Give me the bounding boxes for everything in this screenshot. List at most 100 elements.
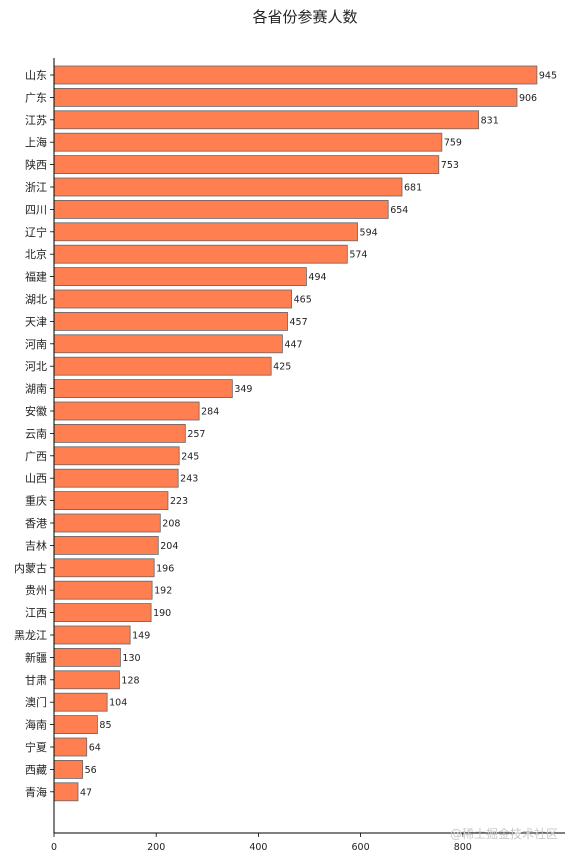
category-label-1: 广东 bbox=[25, 91, 47, 104]
value-label-28: 104 bbox=[109, 698, 127, 709]
bar-10 bbox=[53, 289, 293, 309]
category-label-7: 辽宁 bbox=[25, 225, 47, 239]
bar-4 bbox=[53, 155, 440, 175]
category-label-29: 海南 bbox=[25, 718, 47, 732]
bar-19 bbox=[53, 491, 169, 511]
category-label-30: 宁夏 bbox=[25, 740, 47, 754]
x-ticks: 0 200 400 600 800 bbox=[51, 833, 472, 853]
bar-25 bbox=[53, 625, 131, 645]
value-label-29: 85 bbox=[99, 720, 111, 731]
value-label-1: 906 bbox=[519, 93, 537, 104]
value-label-9: 494 bbox=[308, 272, 326, 283]
bar-2 bbox=[53, 110, 480, 130]
value-label-18: 243 bbox=[180, 474, 198, 485]
chart-title: 各省份参赛人数 bbox=[252, 8, 357, 26]
bar-1 bbox=[53, 88, 518, 107]
value-label-22: 196 bbox=[156, 563, 174, 574]
value-label-19: 223 bbox=[170, 496, 188, 507]
bar-0 bbox=[53, 65, 538, 85]
category-label-28: 澳门 bbox=[25, 695, 47, 709]
category-label-20: 香港 bbox=[25, 517, 47, 530]
value-label-0: 945 bbox=[539, 71, 557, 82]
category-label-19: 重庆 bbox=[25, 494, 47, 508]
value-label-6: 654 bbox=[390, 205, 408, 216]
category-label-16: 云南 bbox=[25, 427, 47, 440]
category-labels: 山东广东江苏上海陕西浙江四川辽宁北京福建湖北天津河南河北湖南安徽云南广西山西重庆… bbox=[14, 69, 54, 799]
value-label-21: 204 bbox=[160, 541, 178, 552]
bar-9 bbox=[53, 267, 307, 287]
value-label-25: 149 bbox=[132, 631, 150, 642]
value-label-13: 425 bbox=[273, 362, 291, 373]
bar-7 bbox=[53, 222, 358, 242]
value-label-32: 47 bbox=[80, 787, 92, 798]
bar-30 bbox=[53, 737, 88, 757]
x-tick-label-1: 200 bbox=[147, 842, 165, 853]
category-label-2: 江苏 bbox=[25, 114, 47, 127]
bar-15 bbox=[53, 401, 200, 421]
bar-12 bbox=[53, 334, 283, 354]
bar-3 bbox=[53, 132, 443, 152]
bar-14 bbox=[53, 379, 233, 399]
category-label-26: 新疆 bbox=[25, 650, 47, 664]
category-label-31: 西藏 bbox=[25, 763, 47, 776]
bar-5 bbox=[53, 177, 403, 197]
category-label-8: 北京 bbox=[25, 247, 47, 261]
category-label-4: 陕西 bbox=[25, 158, 47, 172]
category-label-12: 河南 bbox=[25, 338, 47, 351]
x-tick-label-0: 0 bbox=[51, 842, 57, 853]
value-label-20: 208 bbox=[162, 519, 180, 530]
value-label-24: 190 bbox=[153, 608, 171, 619]
x-tick-label-4: 800 bbox=[454, 842, 472, 853]
category-label-27: 甘肃 bbox=[25, 674, 47, 687]
bar-26 bbox=[53, 648, 121, 667]
bar-11 bbox=[53, 311, 288, 331]
value-label-10: 465 bbox=[294, 295, 312, 306]
bar-6 bbox=[53, 199, 389, 219]
category-label-15: 安徽 bbox=[25, 404, 47, 418]
bar-20 bbox=[53, 513, 161, 533]
value-label-23: 192 bbox=[154, 586, 172, 597]
category-label-17: 广西 bbox=[25, 450, 47, 463]
category-label-9: 福建 bbox=[25, 270, 47, 284]
bar-13 bbox=[53, 356, 272, 376]
category-label-32: 青海 bbox=[25, 785, 47, 799]
bar-29 bbox=[53, 715, 98, 734]
value-label-16: 257 bbox=[187, 429, 205, 440]
value-label-14: 349 bbox=[234, 384, 252, 395]
watermark-text: @稀土掘金技术社区 bbox=[449, 827, 558, 841]
value-label-26: 130 bbox=[122, 653, 140, 664]
bar-22 bbox=[53, 558, 155, 578]
category-label-24: 江西 bbox=[25, 607, 47, 620]
value-label-3: 759 bbox=[444, 138, 462, 149]
category-label-10: 湖北 bbox=[25, 293, 47, 306]
bar-21 bbox=[53, 536, 159, 555]
bar-31 bbox=[53, 760, 84, 779]
value-label-4: 753 bbox=[441, 160, 459, 171]
category-label-25: 黑龙江 bbox=[14, 629, 47, 642]
category-label-23: 贵州 bbox=[25, 584, 47, 597]
category-label-21: 吉林 bbox=[25, 538, 47, 552]
value-label-5: 681 bbox=[404, 183, 422, 194]
value-label-27: 128 bbox=[121, 675, 139, 686]
category-label-14: 湖南 bbox=[25, 383, 47, 396]
value-label-2: 831 bbox=[481, 115, 499, 126]
value-label-31: 56 bbox=[85, 765, 97, 776]
bar-28 bbox=[53, 692, 108, 712]
bar-23 bbox=[53, 580, 153, 600]
bar-17 bbox=[53, 446, 180, 466]
x-tick-label-2: 400 bbox=[249, 842, 267, 853]
value-label-12: 447 bbox=[284, 339, 302, 350]
value-label-17: 245 bbox=[181, 451, 199, 462]
bar-24 bbox=[53, 603, 152, 622]
bar-27 bbox=[53, 670, 120, 690]
category-label-22: 内蒙古 bbox=[14, 561, 47, 575]
category-label-0: 山东 bbox=[25, 69, 47, 82]
category-label-5: 浙江 bbox=[25, 181, 47, 194]
category-label-13: 河北 bbox=[25, 360, 47, 373]
category-label-3: 上海 bbox=[25, 135, 47, 149]
bars-group bbox=[53, 65, 538, 802]
category-label-6: 四川 bbox=[25, 203, 47, 216]
bar-8 bbox=[53, 244, 348, 264]
